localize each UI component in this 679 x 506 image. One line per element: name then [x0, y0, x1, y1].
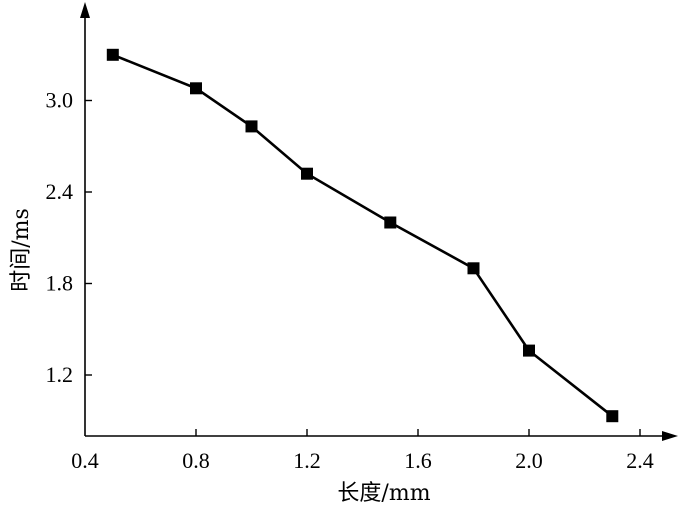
series-line [112, 53, 614, 418]
x-axis-title: 长度/mm [337, 481, 430, 506]
y-tick-label: 1.8 [46, 271, 74, 296]
y-ticks: 1.2 1.8 2.4 3.0 [46, 88, 92, 387]
x-tick-label: 2.4 [626, 448, 654, 473]
axes [80, 2, 678, 441]
data-point-marker [384, 216, 397, 229]
data-point-marker [301, 167, 313, 180]
x-tick-label: 0.8 [182, 448, 210, 473]
x-tick-label: 0.4 [71, 448, 99, 473]
data-point-marker [606, 410, 619, 423]
x-ticks: 0.4 0.8 1.2 1.6 2.0 2.4 [71, 429, 654, 473]
series-group [106, 48, 619, 423]
x-tick-label: 1.2 [293, 448, 321, 473]
x-axis-arrow [662, 431, 678, 441]
x-tick-label: 1.6 [404, 448, 432, 473]
data-point-marker [190, 82, 202, 95]
y-tick-label: 2.4 [46, 179, 74, 204]
y-tick-label: 1.2 [46, 362, 74, 387]
y-axis-arrow [80, 2, 90, 18]
data-point-marker [467, 262, 480, 275]
data-point-marker [245, 120, 258, 133]
data-point-marker [523, 344, 535, 357]
y-tick-label: 3.0 [46, 88, 74, 113]
x-tick-label: 2.0 [515, 448, 543, 473]
data-point-marker [106, 48, 119, 61]
y-axis-title: 时间/ms [9, 208, 34, 292]
